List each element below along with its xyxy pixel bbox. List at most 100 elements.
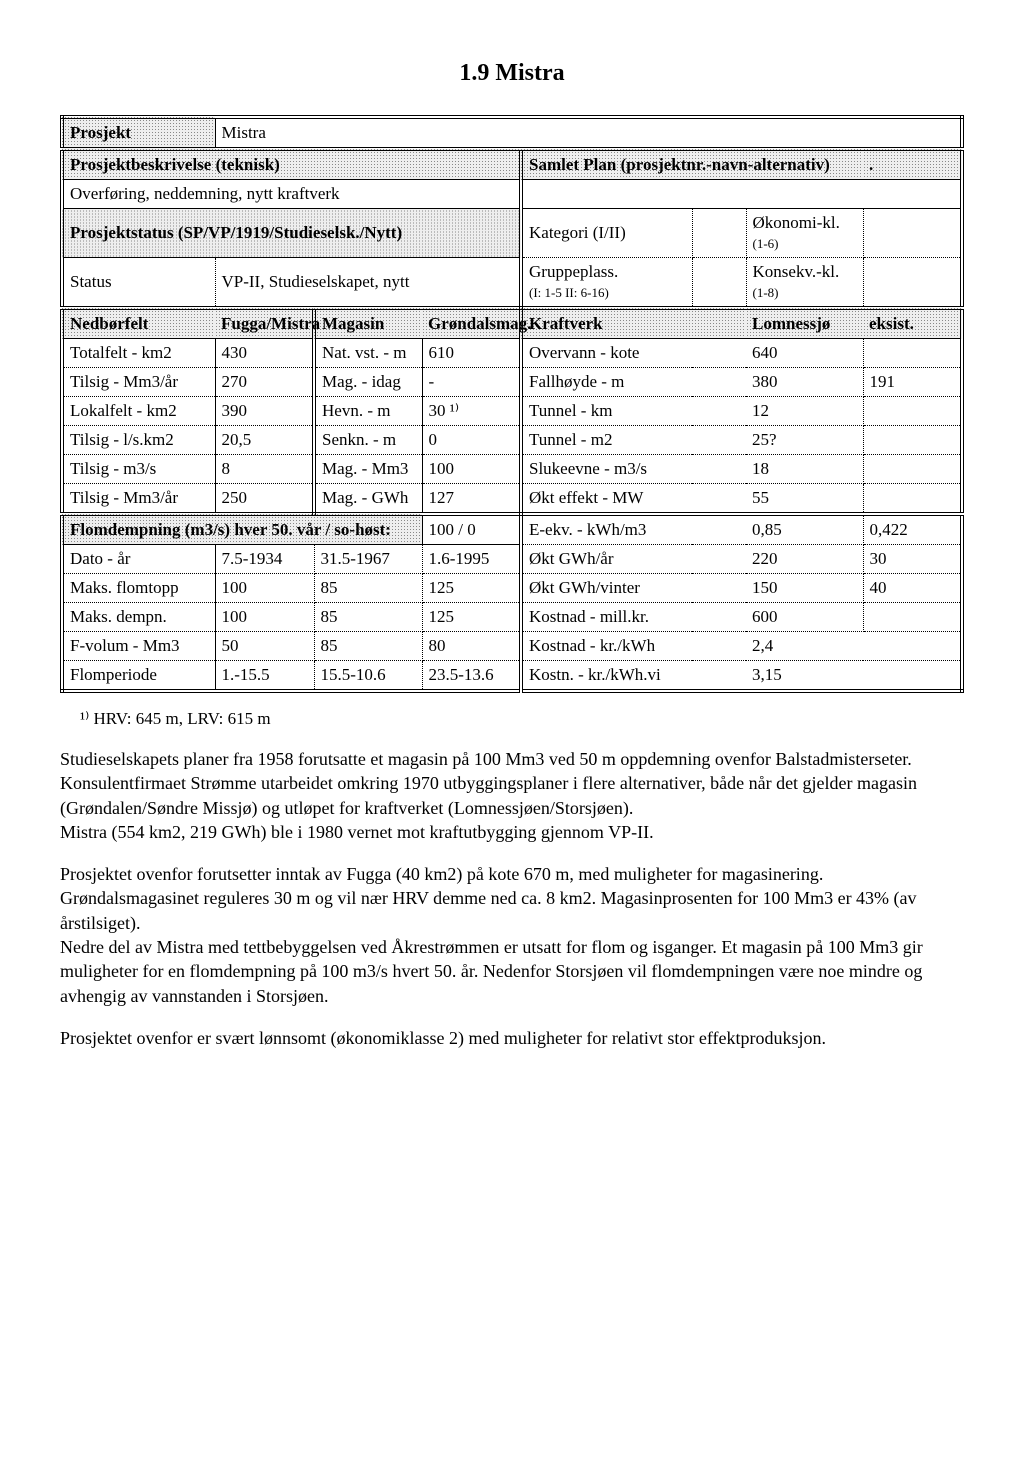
cell: 30 ¹⁾ xyxy=(422,397,521,426)
cell: Status xyxy=(62,258,215,309)
txt: Mistra (554 km2, 219 GWh) ble i 1980 ver… xyxy=(60,822,654,842)
cell: 40 xyxy=(863,574,962,603)
txt: Økonomi-kl. xyxy=(753,213,840,232)
txt: (1-6) xyxy=(753,236,779,251)
cell xyxy=(692,209,746,258)
cell: 100 xyxy=(215,574,314,603)
cell: 270 xyxy=(215,368,314,397)
cell: Samlet Plan (prosjektnr.-navn-alternativ… xyxy=(521,149,863,180)
txt: Konsekv.-kl. xyxy=(753,262,840,281)
cell: Konsekv.-kl. (1-8) xyxy=(746,258,863,309)
cell: 127 xyxy=(422,484,521,515)
cell: 50 xyxy=(215,632,314,661)
cell: 380 xyxy=(746,368,863,397)
cell: 640 xyxy=(746,339,863,368)
txt: (I: 1-5 II: 6-16) xyxy=(529,285,609,300)
cell xyxy=(692,258,746,309)
cell: 8 xyxy=(215,455,314,484)
cell: 1.6-1995 xyxy=(422,545,521,574)
cell: Prosjektbeskrivelse (teknisk) xyxy=(62,149,521,180)
cell: 191 xyxy=(863,368,962,397)
cell: Kostn. - kr./kWh.vi xyxy=(521,661,746,692)
cell: 20,5 xyxy=(215,426,314,455)
cell: 80 xyxy=(422,632,521,661)
cell: 30 xyxy=(863,545,962,574)
cell: Senkn. - m xyxy=(314,426,422,455)
cell: 0,85 xyxy=(746,514,863,545)
cell: Kostnad - kr./kWh xyxy=(521,632,746,661)
cell: 600 xyxy=(746,603,863,632)
page-title: 1.9 Mistra xyxy=(60,60,964,87)
cell: Mistra xyxy=(215,117,962,149)
cell: Maks. flomtopp xyxy=(62,574,215,603)
cell: 100 xyxy=(422,455,521,484)
cell: E-ekv. - kWh/m3 xyxy=(521,514,746,545)
cell: Kostnad - mill.kr. xyxy=(521,603,746,632)
cell: Kategori (I/II) xyxy=(521,209,692,258)
cell: Kraftverk xyxy=(521,308,746,339)
cell: Flomperiode xyxy=(62,661,215,692)
cell: Prosjekt xyxy=(62,117,215,149)
cell: Nedbørfelt xyxy=(62,308,215,339)
cell: Prosjektstatus (SP/VP/1919/Studieselsk./… xyxy=(62,209,521,258)
cell: Økt effekt - MW xyxy=(521,484,746,515)
cell: Mag. - Mm3 xyxy=(314,455,422,484)
cell: 100 xyxy=(215,603,314,632)
cell: 85 xyxy=(314,574,422,603)
cell: 390 xyxy=(215,397,314,426)
cell: 220 xyxy=(746,545,863,574)
cell: Lokalfelt - km2 xyxy=(62,397,215,426)
cell: Dato - år xyxy=(62,545,215,574)
cell: Maks. dempn. xyxy=(62,603,215,632)
cell: Tunnel - m2 xyxy=(521,426,746,455)
cell: 430 xyxy=(215,339,314,368)
cell: Fugga/Mistra xyxy=(215,308,314,339)
paragraph: Prosjektet ovenfor er svært lønnsomt (øk… xyxy=(60,1026,964,1050)
cell: Fallhøyde - m xyxy=(521,368,746,397)
cell: Økt GWh/vinter xyxy=(521,574,746,603)
footnote: ¹⁾ HRV: 645 m, LRV: 615 m xyxy=(80,709,964,729)
cell: Overføring, neddemning, nytt kraftverk xyxy=(62,180,521,209)
cell xyxy=(863,397,962,426)
cell xyxy=(521,180,962,209)
cell: 125 xyxy=(422,574,521,603)
cell xyxy=(863,455,962,484)
cell xyxy=(863,603,962,632)
cell: 150 xyxy=(746,574,863,603)
cell: Gruppeplass. (I: 1-5 II: 6-16) xyxy=(521,258,692,309)
cell: Tilsig - m3/s xyxy=(62,455,215,484)
paragraph: Studieselskapets planer fra 1958 forutsa… xyxy=(60,747,964,844)
cell xyxy=(863,426,962,455)
cell: eksist. xyxy=(863,308,962,339)
cell: Slukeevne - m3/s xyxy=(521,455,746,484)
cell xyxy=(863,339,962,368)
cell: Tilsig - Mm3/år xyxy=(62,368,215,397)
cell: 100 / 0 xyxy=(422,514,521,545)
cell: 55 xyxy=(746,484,863,515)
cell: Hevn. - m xyxy=(314,397,422,426)
cell: Tilsig - l/s.km2 xyxy=(62,426,215,455)
cell: Overvann - kote xyxy=(521,339,746,368)
cell: 7.5-1934 xyxy=(215,545,314,574)
paragraph: Prosjektet ovenfor forutsetter inntak av… xyxy=(60,862,964,1008)
cell xyxy=(863,484,962,515)
cell: 31.5-1967 xyxy=(314,545,422,574)
cell: Magasin xyxy=(314,308,422,339)
txt: Studieselskapets planer fra 1958 forutsa… xyxy=(60,749,917,818)
cell: Økonomi-kl. (1-6) xyxy=(746,209,863,258)
txt: Prosjektet ovenfor forutsetter inntak av… xyxy=(60,864,917,933)
project-table: Prosjekt Mistra Prosjektbeskrivelse (tek… xyxy=(60,115,964,693)
cell: . xyxy=(863,149,962,180)
cell xyxy=(863,209,962,258)
cell: Lomnessjø xyxy=(746,308,863,339)
cell: - xyxy=(422,368,521,397)
cell: Nat. vst. - m xyxy=(314,339,422,368)
cell: 0,422 xyxy=(863,514,962,545)
cell: 85 xyxy=(314,632,422,661)
cell: 15.5-10.6 xyxy=(314,661,422,692)
cell: F-volum - Mm3 xyxy=(62,632,215,661)
txt: Gruppeplass. xyxy=(529,262,618,281)
cell: Totalfelt - km2 xyxy=(62,339,215,368)
cell: VP-II, Studieselskapet, nytt xyxy=(215,258,521,309)
cell: 125 xyxy=(422,603,521,632)
